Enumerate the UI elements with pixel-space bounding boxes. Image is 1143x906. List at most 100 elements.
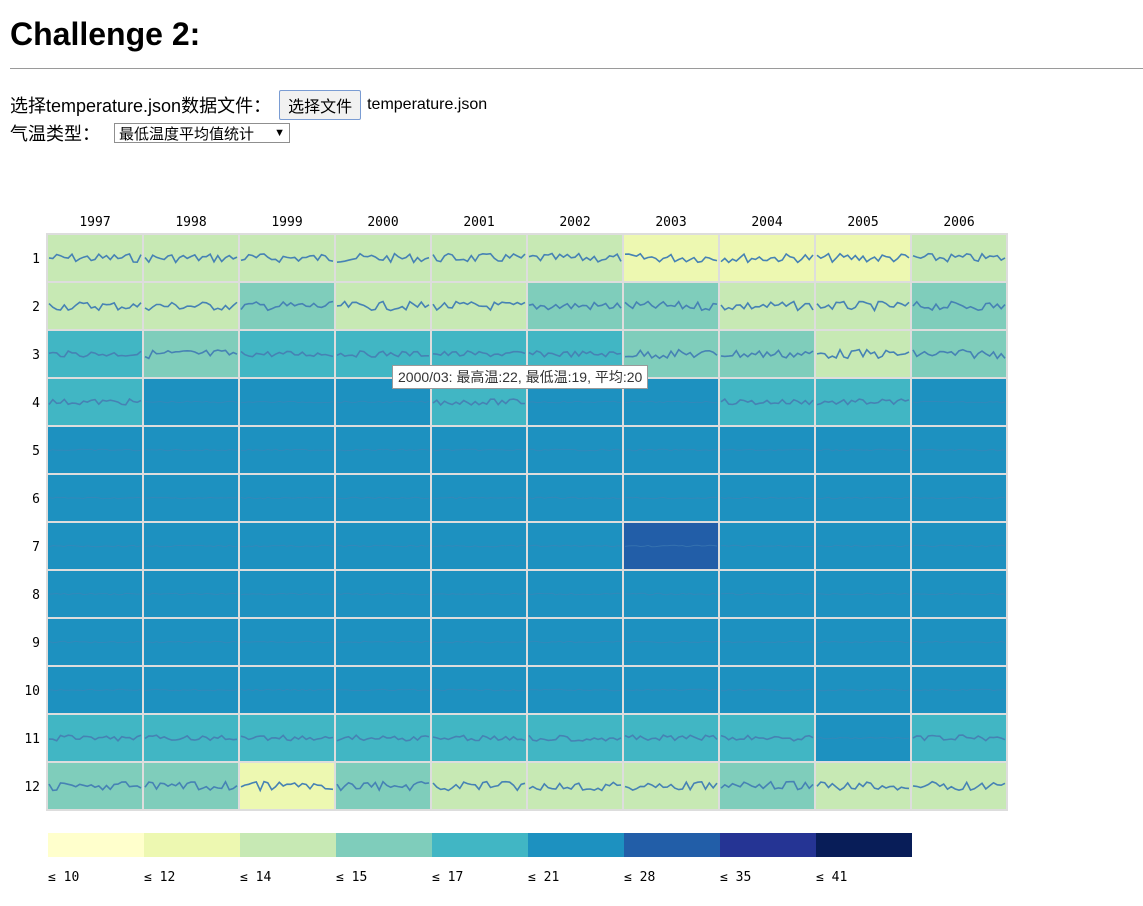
- month-label: 3: [32, 348, 40, 363]
- cell-sparkline: [48, 496, 142, 500]
- cell-sparkline: [240, 448, 334, 452]
- cell-sparkline: [433, 544, 526, 548]
- cell-sparkline: [528, 688, 622, 692]
- file-picker-label: 选择temperature.json数据文件：: [10, 96, 272, 116]
- cell-sparkline: [816, 544, 910, 548]
- cell-sparkline: [48, 301, 142, 312]
- heatmap-cell: [240, 715, 334, 761]
- heatmap-cell: [816, 331, 910, 377]
- month-label: 10: [24, 684, 40, 699]
- cell-sparkline: [912, 780, 1006, 792]
- year-label: 2003: [655, 215, 686, 230]
- legend-label: ≤ 21: [528, 870, 559, 885]
- cell-sparkline: [336, 780, 430, 792]
- cell-sparkline: [720, 592, 814, 596]
- cell-sparkline: [816, 640, 910, 644]
- cell-sparkline: [48, 349, 142, 358]
- cell-sparkline: [144, 301, 238, 312]
- cell-sparkline: [529, 448, 622, 452]
- cell-sparkline: [432, 688, 526, 692]
- cell-sparkline: [912, 252, 1006, 263]
- cell-sparkline: [432, 780, 526, 792]
- cell-sparkline: [432, 592, 526, 596]
- cell-sparkline: [144, 253, 238, 264]
- cell-sparkline: [432, 640, 526, 644]
- legend-label: ≤ 41: [816, 870, 847, 885]
- year-label: 1997: [79, 215, 110, 230]
- cell-sparkline: [720, 448, 814, 452]
- cell-sparkline: [48, 544, 142, 548]
- cell-sparkline: [336, 592, 430, 596]
- cell-sparkline: [624, 734, 718, 742]
- cell-sparkline: [336, 252, 430, 264]
- heatmap-cell: [336, 763, 430, 809]
- cell-sparkline: [528, 252, 622, 263]
- cell-sparkline: [624, 496, 718, 500]
- cell-sparkline: [816, 592, 910, 596]
- heatmap-cell: [432, 235, 526, 281]
- cell-sparkline: [720, 496, 814, 500]
- cell-sparkline: [912, 592, 1006, 596]
- cell-sparkline: [144, 448, 238, 452]
- legend-swatch: [336, 833, 432, 857]
- cell-sparkline: [624, 688, 718, 692]
- temperature-type-select[interactable]: 最低温度平均值统计 ▼: [114, 123, 290, 143]
- cell-sparkline: [720, 688, 814, 692]
- cell-sparkline: [912, 448, 1006, 452]
- legend-swatch: [720, 833, 816, 857]
- cell-sparkline: [432, 734, 526, 742]
- year-label: 2004: [751, 215, 782, 230]
- cell-sparkline: [816, 736, 910, 740]
- temperature-type-label: 气温类型：: [10, 124, 100, 144]
- year-label: 2002: [559, 215, 590, 230]
- year-label: 1999: [271, 215, 302, 230]
- cell-sparkline: [528, 592, 622, 596]
- choose-file-button[interactable]: 选择文件: [279, 90, 362, 120]
- file-picker-row: 选择temperature.json数据文件： 选择文件 temperature…: [10, 90, 487, 120]
- cell-sparkline: [336, 300, 430, 312]
- heatmap-grid: [46, 233, 1008, 811]
- cell-sparkline: [336, 350, 429, 358]
- cell-sparkline: [240, 734, 334, 742]
- cell-sparkline: [240, 780, 334, 793]
- divider: [10, 68, 1143, 69]
- legend-label: ≤ 35: [720, 870, 751, 885]
- cell-sparkline: [624, 300, 718, 312]
- cell-sparkline: [912, 300, 1006, 312]
- year-label: 2005: [847, 215, 878, 230]
- cell-sparkline: [144, 592, 238, 596]
- month-label: 11: [24, 732, 40, 747]
- cell-sparkline: [721, 544, 814, 548]
- cell-sparkline: [240, 253, 334, 264]
- cell-sparkline: [144, 640, 238, 644]
- cell-sparkline: [336, 496, 430, 500]
- legend-swatch: [624, 833, 720, 857]
- cell-sparkline: [336, 400, 430, 404]
- legend-label: ≤ 14: [240, 870, 271, 885]
- cell-sparkline: [240, 592, 333, 596]
- cell-sparkline: [720, 780, 814, 791]
- cell-sparkline: [912, 544, 1006, 548]
- cell-sparkline: [144, 544, 238, 548]
- cell-sparkline: [528, 400, 622, 404]
- cell-sparkline: [912, 734, 1006, 742]
- cell-sparkline: [144, 688, 238, 692]
- cell-sparkline: [144, 400, 238, 404]
- cell-sparkline: [48, 640, 142, 644]
- cell-sparkline: [240, 400, 334, 404]
- heatmap-cell: [48, 379, 142, 425]
- cell-sparkline: [240, 688, 334, 692]
- month-label: 7: [32, 540, 40, 555]
- month-label: 6: [32, 492, 40, 507]
- cell-sparkline: [240, 544, 334, 548]
- cell-sparkline: [624, 640, 718, 644]
- month-label: 5: [32, 444, 40, 459]
- cell-sparkline: [240, 350, 334, 358]
- heatmap-cell: [48, 763, 142, 809]
- cell-sparkline: [624, 400, 718, 404]
- legend-label: ≤ 15: [336, 870, 367, 885]
- legend-swatch: [240, 833, 336, 857]
- heatmap-cell: [336, 235, 430, 281]
- cell-sparkline: [337, 448, 430, 452]
- cell-sparkline: [912, 400, 1006, 404]
